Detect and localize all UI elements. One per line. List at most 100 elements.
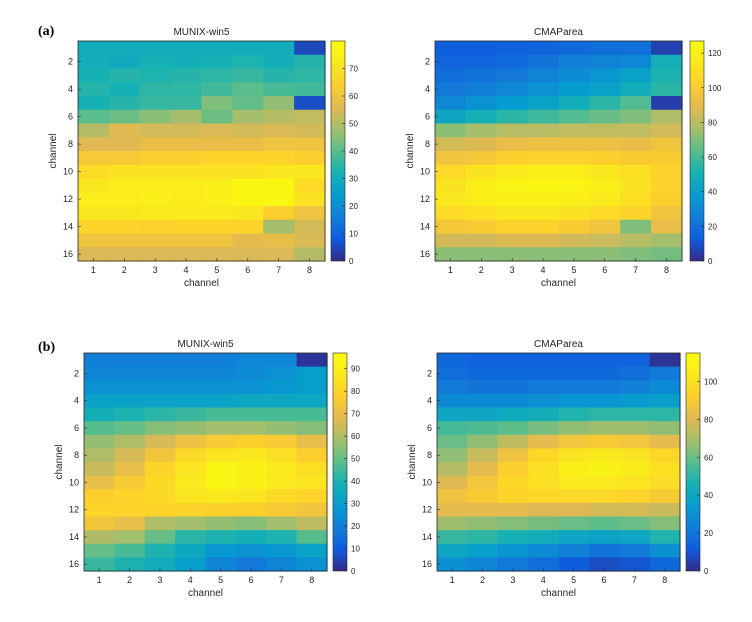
heatmap-cell (651, 123, 683, 138)
heatmap-cell (296, 516, 328, 531)
y-tick-label: 4 (68, 84, 73, 94)
colorbar-tick-label: 40 (349, 147, 358, 156)
colorbar-tick-label: 40 (704, 491, 713, 500)
heatmap-cell (496, 41, 529, 56)
heatmap-cell (170, 192, 203, 207)
colorbar-tick-label: 20 (708, 222, 717, 231)
heatmap-cell (496, 54, 529, 70)
colorbar-tick-label: 120 (708, 49, 722, 58)
heatmap-cell (437, 448, 468, 463)
heatmap-cell (649, 489, 681, 504)
heatmap-cell (619, 353, 651, 368)
heatmap-cell (232, 96, 264, 111)
y-tick-label: 2 (68, 57, 73, 67)
heatmap-cell (294, 54, 326, 70)
heatmap-cell (266, 448, 298, 463)
x-tick-label: 8 (662, 575, 667, 585)
heatmap-cell (170, 164, 203, 180)
heatmap-cell (497, 366, 529, 381)
heatmap-cell (496, 123, 529, 138)
heatmap-cell (619, 366, 651, 381)
heatmap-cell (558, 82, 590, 97)
heatmap-cell (528, 543, 560, 558)
x-tick-label: 6 (245, 265, 250, 275)
heatmap-cell (558, 516, 590, 531)
heatmap-cell (266, 516, 298, 531)
heatmap-cell (232, 151, 264, 166)
colorbar-tick-label: 20 (351, 522, 360, 531)
heatmap-cell (84, 557, 115, 572)
heatmap-cell (649, 353, 681, 368)
y-axis-label: channel (48, 133, 59, 168)
heatmap-cell (205, 434, 237, 449)
heatmap-cell (84, 434, 115, 449)
heatmap-cell (588, 448, 620, 463)
heatmap-cell (651, 192, 683, 207)
heatmap-cell (205, 489, 237, 504)
heatmap-cell (175, 380, 207, 395)
heatmap-cell (528, 530, 560, 545)
heatmap-cell (108, 192, 141, 207)
heatmap-cell (205, 543, 237, 558)
heatmap-cell (527, 151, 560, 166)
heatmap-cell (435, 206, 467, 221)
heatmap-cell (114, 543, 146, 558)
colorbar-tick-label: 80 (708, 118, 717, 127)
heatmap-cell (114, 475, 146, 490)
heatmap-cell (78, 206, 110, 221)
heatmap-cell (296, 353, 328, 368)
heatmap-cell (139, 233, 172, 248)
heatmap-cell (651, 247, 683, 262)
heatmap-cell (144, 366, 176, 381)
heatmap-cell (84, 366, 115, 381)
heatmap-cell (232, 233, 264, 248)
heatmap-cell (558, 96, 590, 111)
heatmap-cell (139, 41, 172, 56)
heatmap-cell (108, 233, 141, 248)
heatmap-cell (497, 543, 529, 558)
heatmap-cell (108, 247, 141, 262)
heatmap-cell (201, 137, 233, 152)
heatmap-cell (589, 206, 621, 221)
heatmap-cell (589, 96, 621, 111)
heatmap-cell (175, 530, 207, 545)
heatmap-cell (619, 462, 651, 477)
colorbar-tick-label: 0 (708, 257, 713, 266)
heatmap-cell (651, 151, 683, 166)
heatmap-cell (467, 516, 499, 531)
heatmap-cell (649, 557, 681, 572)
heatmap-cell (170, 68, 203, 83)
heatmap-cell (435, 123, 467, 138)
heatmap-cell (497, 353, 529, 368)
heatmap-cell (465, 96, 498, 111)
heatmap-cell (266, 557, 298, 572)
heatmap-cell (84, 489, 115, 504)
heatmap-cell (114, 557, 146, 572)
heatmap-cell (435, 247, 467, 262)
heatmap-cell (651, 164, 683, 180)
heatmap-cell (263, 206, 295, 221)
heatmap-cell (232, 137, 264, 152)
heatmap-cell (651, 219, 683, 235)
heatmap-cell (496, 192, 529, 207)
heatmap-cell (294, 82, 326, 97)
heatmap-cell (589, 178, 621, 193)
heatmap-cell (620, 123, 652, 138)
heatmap-cell (205, 475, 237, 490)
heatmap-cell (527, 123, 560, 138)
heatmap-cell (232, 82, 264, 97)
heatmap-cell (528, 407, 560, 422)
heatmap-cell (497, 475, 529, 490)
heatmap-cell (437, 502, 468, 518)
heatmap-cell (437, 475, 468, 490)
heatmap-cell (496, 151, 529, 166)
colorbar-tick-label: 30 (349, 175, 358, 184)
heatmap-cell (175, 393, 207, 409)
heatmap-cell (558, 164, 590, 180)
heatmap-cell (435, 68, 467, 83)
heatmap-cell (527, 109, 560, 125)
x-tick-label: 8 (309, 575, 314, 585)
